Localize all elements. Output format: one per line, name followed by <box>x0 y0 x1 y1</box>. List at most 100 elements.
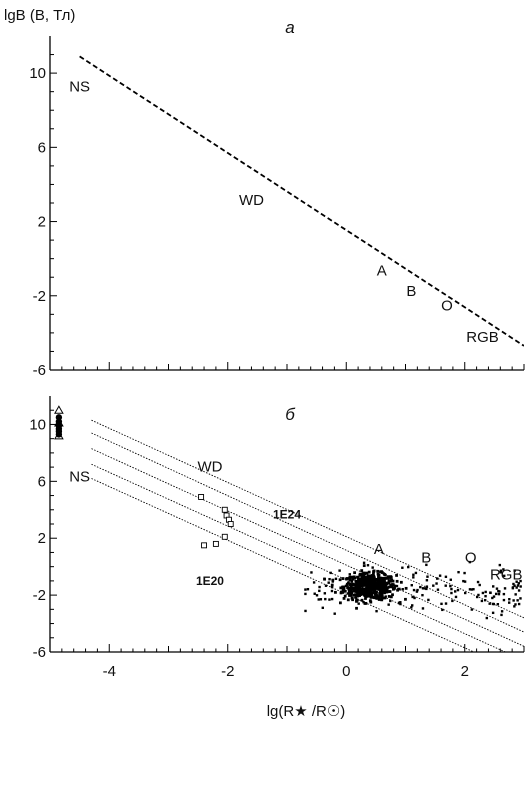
star-point <box>321 606 324 610</box>
star-point <box>318 585 321 589</box>
y-tick-label: 10 <box>29 65 46 82</box>
star-point <box>517 582 520 585</box>
star-point <box>514 603 517 606</box>
x-tick-label: 2 <box>461 663 469 680</box>
star-point <box>346 592 350 595</box>
star-point <box>374 596 377 600</box>
star-point <box>348 573 351 576</box>
panel-letter: а <box>285 18 294 37</box>
star-point <box>401 588 404 591</box>
annotation-label: A <box>374 541 384 558</box>
star-point <box>512 582 515 586</box>
star-point <box>489 591 492 595</box>
star-point <box>462 579 465 583</box>
star-point <box>343 589 347 593</box>
star-point <box>364 583 367 587</box>
star-point <box>345 577 348 581</box>
star-point <box>342 589 345 593</box>
star-point <box>476 580 480 584</box>
plot-area <box>79 55 524 347</box>
star-point <box>333 612 336 615</box>
star-point <box>412 588 416 592</box>
dashed-relation-line <box>79 55 524 347</box>
star-point <box>450 591 453 595</box>
star-point <box>381 580 385 584</box>
star-point <box>369 600 373 604</box>
star-point <box>515 580 518 583</box>
annotation-label: NS <box>69 79 90 96</box>
star-point <box>385 590 389 594</box>
annotation-label: B <box>421 549 431 566</box>
star-point <box>502 598 506 602</box>
star-point <box>371 588 375 591</box>
star-point <box>372 569 376 573</box>
star-point <box>349 585 353 589</box>
star-point <box>330 583 334 587</box>
star-point <box>377 596 381 600</box>
star-point <box>304 609 307 613</box>
star-point <box>381 577 384 580</box>
star-point <box>356 592 360 596</box>
star-point <box>355 579 359 583</box>
star-point <box>358 587 362 591</box>
star-point <box>384 595 387 598</box>
star-point <box>364 578 368 582</box>
star-point <box>411 595 414 599</box>
star-point <box>362 600 365 604</box>
star-point <box>444 575 448 579</box>
star-point <box>348 578 352 581</box>
x-tick-label: -2 <box>221 663 234 680</box>
star-point <box>425 563 428 567</box>
star-point <box>366 581 370 585</box>
star-point <box>412 576 415 579</box>
star-point <box>498 563 502 567</box>
star-point <box>456 588 460 592</box>
star-point <box>502 592 506 596</box>
star-point <box>356 586 360 590</box>
star-point <box>464 591 467 595</box>
y-tick-label: 2 <box>38 214 46 231</box>
star-point <box>454 595 458 599</box>
y-tick-label: 6 <box>38 139 46 156</box>
star-point <box>368 582 372 586</box>
star-point <box>345 582 349 586</box>
star-point <box>356 598 359 602</box>
star-point <box>315 594 319 597</box>
star-point <box>368 589 372 593</box>
star-point <box>341 591 345 594</box>
star-point <box>451 599 454 603</box>
star-point <box>500 610 504 613</box>
star-point <box>343 594 347 598</box>
star-point <box>385 587 388 590</box>
star-point <box>388 590 392 593</box>
star-point <box>485 616 489 620</box>
star-point <box>496 603 500 606</box>
star-point <box>350 579 354 583</box>
wd-point <box>221 533 228 540</box>
star-point <box>494 592 498 596</box>
star-point <box>497 592 501 596</box>
star-point <box>360 580 363 584</box>
star-point <box>389 584 393 587</box>
star-point <box>399 602 402 606</box>
star-point <box>382 582 385 586</box>
star-point <box>404 597 407 601</box>
star-point <box>517 589 521 592</box>
star-point <box>372 591 376 595</box>
star-point <box>481 591 485 595</box>
star-point <box>374 594 377 598</box>
star-point <box>328 577 331 581</box>
star-point <box>468 560 472 564</box>
star-point <box>457 570 460 574</box>
star-point <box>404 586 408 590</box>
star-point <box>350 596 354 600</box>
star-point <box>519 579 522 583</box>
star-point <box>385 582 389 585</box>
star-point <box>331 580 334 583</box>
star-point <box>515 586 518 589</box>
star-point <box>513 569 516 572</box>
star-point <box>367 590 371 594</box>
wd-point <box>227 521 234 527</box>
y-tick-label: -6 <box>33 644 46 661</box>
star-point <box>427 598 430 602</box>
